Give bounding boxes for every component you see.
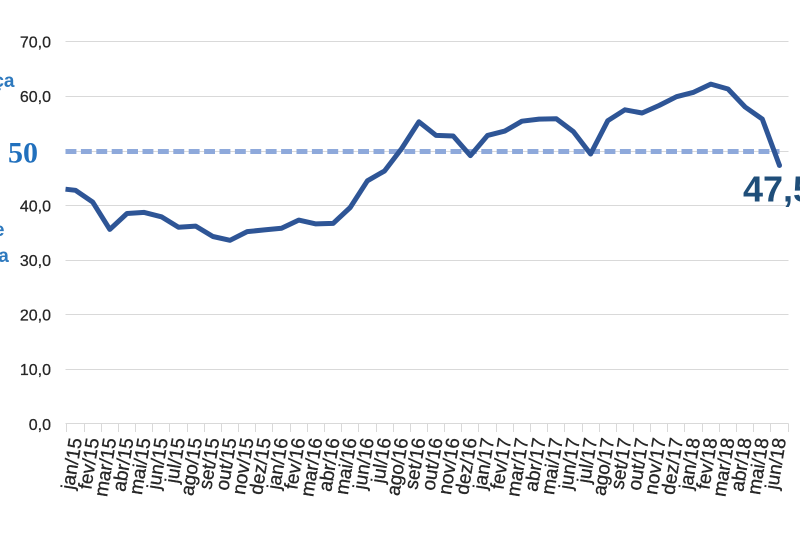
svg-text:40,0: 40,0 (20, 198, 51, 215)
svg-text:ança: ança (0, 71, 15, 92)
svg-text:ra: ra (0, 246, 9, 267)
svg-text:70,0: 70,0 (20, 35, 51, 52)
svg-text:10,0: 10,0 (20, 362, 51, 379)
svg-text:50: 50 (8, 137, 38, 170)
svg-text:30,0: 30,0 (20, 253, 51, 270)
svg-text:47,5: 47,5 (743, 169, 800, 210)
svg-text:0,0: 0,0 (29, 417, 51, 434)
svg-text:20,0: 20,0 (20, 308, 51, 325)
svg-text:nov/15: nov/15 (229, 436, 259, 496)
svg-text:60,0: 60,0 (20, 89, 51, 106)
svg-text:de: de (0, 220, 5, 241)
